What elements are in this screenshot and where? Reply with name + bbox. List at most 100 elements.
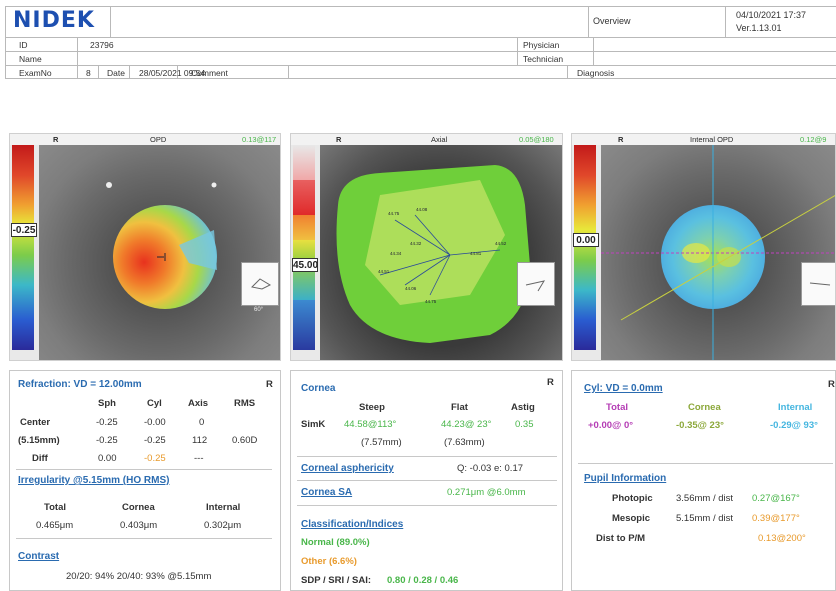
center-axis: 0 — [199, 417, 205, 428]
svg-text:44.75: 44.75 — [388, 211, 400, 216]
axial-value: 0.05@180 — [519, 135, 554, 144]
center-label: Center — [20, 417, 51, 428]
opd-title: OPD — [150, 135, 167, 144]
mesopic-dist: 0.39@177° — [752, 513, 800, 524]
mesopic-value: 5.15mm / dist — [676, 513, 734, 524]
simk-astig: 0.35 — [515, 419, 534, 430]
irreg-cornea-value: 0.403μm — [120, 520, 158, 531]
simk-flat: 44.23@ 23° — [441, 419, 492, 430]
exam-header: NIDEK Overview 04/10/2021 17:37 Ver.1.13… — [5, 6, 836, 88]
overview-label: Overview — [593, 16, 631, 26]
irreg-total-label: Total — [44, 502, 66, 513]
flat-mm: (7.63mm) — [444, 437, 485, 448]
nidek-logo: NIDEK — [13, 8, 95, 33]
irreg-internal-label: Internal — [206, 502, 241, 513]
internal-title: Internal OPD — [690, 135, 734, 144]
diff-axis: --- — [194, 453, 204, 464]
id-value: 23796 — [90, 40, 114, 50]
classification-other: Other (6.6%) — [301, 556, 357, 567]
cyl-eye-label: R — [828, 379, 835, 390]
comment-label: Comment — [191, 68, 228, 78]
opd-value: 0.13@117 — [242, 135, 277, 144]
opd-color-scale: -0.25 — [10, 145, 39, 360]
svg-text:44.32: 44.32 — [410, 241, 422, 246]
svg-text:44.51: 44.51 — [378, 269, 390, 274]
simk-label: SimK — [301, 419, 326, 430]
diff-label: Diff — [32, 453, 48, 464]
cornea-title: Cornea — [301, 383, 336, 394]
id-label: ID — [19, 40, 28, 50]
internal-value: 0.12@9 — [800, 135, 827, 144]
svg-text:44.08: 44.08 — [416, 207, 428, 212]
internal-opd-map[interactable]: R Internal OPD 0.12@9 0.00 — [571, 133, 836, 361]
cyl-col-total: Total — [606, 402, 628, 413]
software-version: Ver.1.13.01 — [736, 23, 782, 33]
cornea-panel: Cornea R Steep Flat Astig SimK 44.58@113… — [290, 370, 563, 591]
cyl-col-internal: Internal — [778, 402, 813, 413]
contrast-value: 20/20: 94% 20/40: 93% @5.15mm — [66, 571, 212, 582]
steep-mm: (7.57mm) — [361, 437, 402, 448]
diagnosis-label: Diagnosis — [577, 68, 615, 78]
col-flat: Flat — [451, 402, 468, 413]
irreg-internal-value: 0.302μm — [204, 520, 242, 531]
irreg-total-value: 0.465μm — [36, 520, 74, 531]
contrast-title: Contrast — [18, 551, 60, 562]
opd-map[interactable]: R OPD 0.13@117 -0.25 — [9, 133, 281, 361]
svg-text:44.75: 44.75 — [425, 299, 437, 304]
axial-scale-value: 45.00 — [292, 258, 319, 272]
center-sph: -0.25 — [96, 417, 118, 428]
photopic-label: Photopic — [612, 493, 653, 504]
cyl-internal-value: -0.29@ 93° — [770, 420, 818, 431]
asphericity-value: Q: -0.03 e: 0.17 — [457, 463, 524, 474]
pupil-title: Pupil Information — [584, 473, 667, 484]
refraction-title: Refraction: VD = 12.00mm — [18, 379, 142, 390]
diff-cyl: -0.25 — [144, 453, 166, 464]
svg-text:44.06: 44.06 — [405, 286, 417, 291]
cornea-sa-value: 0.271μm @6.0mm — [447, 487, 526, 498]
internal-scale-value: 0.00 — [573, 233, 599, 247]
photopic-value: 3.56mm / dist — [676, 493, 734, 504]
refraction-panel: Refraction: VD = 12.00mm R Sph Cyl Axis … — [9, 370, 281, 591]
date-value: 28/05/2021 09:54 — [139, 68, 206, 78]
irreg-cornea-label: Cornea — [122, 502, 155, 513]
examno-value: 8 — [86, 68, 91, 78]
axial-thumbnail — [517, 262, 555, 306]
axial-eye-image: 44.75 44.08 44.52 44.81 44.32 44.06 44.7… — [320, 145, 562, 360]
svg-text:44.34: 44.34 — [390, 251, 402, 256]
col-steep: Steep — [359, 402, 385, 413]
opd-thumbnail — [241, 262, 279, 306]
opd-scale-value: -0.25 — [11, 223, 37, 237]
dist-pm-label: Dist to P/M — [596, 533, 646, 544]
cyl-panel: Cyl: VD = 0.0mm R Total Cornea Internal … — [571, 370, 836, 591]
cyl-title: Cyl: VD = 0.0mm — [584, 383, 663, 394]
cyl-col-cornea: Cornea — [688, 402, 721, 413]
col-sph: Sph — [98, 398, 116, 409]
cyl-cornea-value: -0.35@ 23° — [676, 420, 724, 431]
irregularity-title: Irregularity @5.15mm (HO RMS) — [18, 475, 170, 486]
internal-thumbnail — [801, 262, 835, 306]
zone-sph: -0.25 — [96, 435, 118, 446]
col-cyl: Cyl — [147, 398, 162, 409]
col-rms: RMS — [234, 398, 256, 409]
zone-cyl: -0.25 — [144, 435, 166, 446]
opd-eye-image: 60° — [39, 145, 280, 360]
simk-steep: 44.58@113° — [344, 419, 397, 430]
opd-thumb-angle: 60° — [254, 307, 264, 313]
internal-color-scale: 0.00 — [572, 145, 601, 360]
zone-rms: 0.60D — [232, 435, 258, 446]
name-label: Name — [19, 54, 42, 64]
technician-label: Technician — [523, 54, 564, 64]
axial-eye-label: R — [336, 135, 342, 144]
cornea-sa-title: Cornea SA — [301, 487, 353, 498]
internal-eye-label: R — [618, 135, 624, 144]
opd-eye-label: R — [53, 135, 59, 144]
examno-label: ExamNo — [19, 68, 52, 78]
classification-title: Classification/Indices — [301, 519, 404, 530]
internal-eye-image — [601, 145, 835, 360]
sdp-values: 0.80 / 0.28 / 0.46 — [387, 575, 459, 586]
axial-map[interactable]: R Axial 0.05@180 45.00 44.75 44.08 — [290, 133, 563, 361]
col-axis: Axis — [188, 398, 209, 409]
physician-label: Physician — [523, 40, 560, 50]
date-label: Date — [107, 68, 125, 78]
diff-sph: 0.00 — [98, 453, 117, 464]
